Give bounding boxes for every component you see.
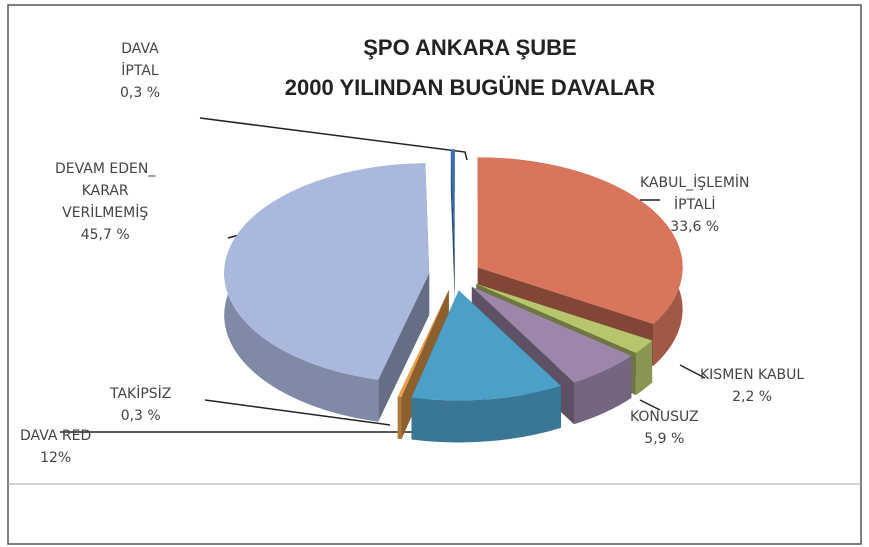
slice-side	[397, 290, 449, 439]
slice-rim	[397, 396, 402, 440]
slice-side	[378, 273, 430, 422]
slice-top	[411, 290, 561, 401]
slice-top	[450, 149, 455, 260]
pie-slice	[224, 163, 430, 422]
slice-top	[224, 163, 430, 380]
category-label: DAVA İPTAL	[121, 41, 159, 79]
slice-rim	[635, 340, 653, 395]
data-label: KABUL_İŞLEMİN İPTALİ 33,6 %	[640, 172, 750, 238]
data-label: KONUSUZ 5,9 %	[630, 406, 699, 450]
slice-rim	[411, 385, 561, 443]
category-label: DAVA RED	[20, 428, 92, 444]
value-label: 2,2 %	[732, 389, 773, 405]
category-label: DEVAM EDEN_ KARAR VERİLMEMİŞ	[55, 161, 156, 221]
data-label: DEVAM EDEN_ KARAR VERİLMEMİŞ 45,7 %	[55, 158, 155, 246]
slice-top	[476, 283, 653, 353]
value-label: 0,3 %	[120, 85, 161, 101]
pie-slice	[450, 149, 455, 302]
pie-slice	[411, 290, 561, 443]
value-label: 33,6 %	[670, 219, 720, 235]
data-label: DAVA İPTAL 0,3 %	[120, 38, 160, 104]
value-label: 5,9 %	[644, 431, 685, 447]
chart-title: ŞPO ANKARA ŞUBE 2000 YILINDAN BUGÜNE DAV…	[284, 35, 656, 100]
value-label: 12%	[40, 450, 72, 466]
category-label: KONUSUZ	[630, 409, 699, 425]
value-label: 0,3 %	[120, 408, 161, 424]
category-label: KABUL_İŞLEMİN İPTALİ	[640, 175, 750, 213]
data-label: TAKİPSİZ 0,3 %	[110, 383, 171, 427]
slice-top	[397, 290, 449, 398]
data-label: KISMEN KABUL 2,2 %	[700, 364, 804, 408]
data-label: DAVA RED 12%	[20, 425, 91, 469]
slice-rim	[574, 355, 632, 425]
frame	[7, 4, 862, 545]
value-label: 45,7 %	[80, 227, 130, 243]
category-label: TAKİPSİZ	[110, 386, 172, 402]
slice-top	[477, 157, 683, 324]
slice-top	[471, 286, 632, 383]
category-label: KISMEN KABUL	[700, 367, 805, 383]
